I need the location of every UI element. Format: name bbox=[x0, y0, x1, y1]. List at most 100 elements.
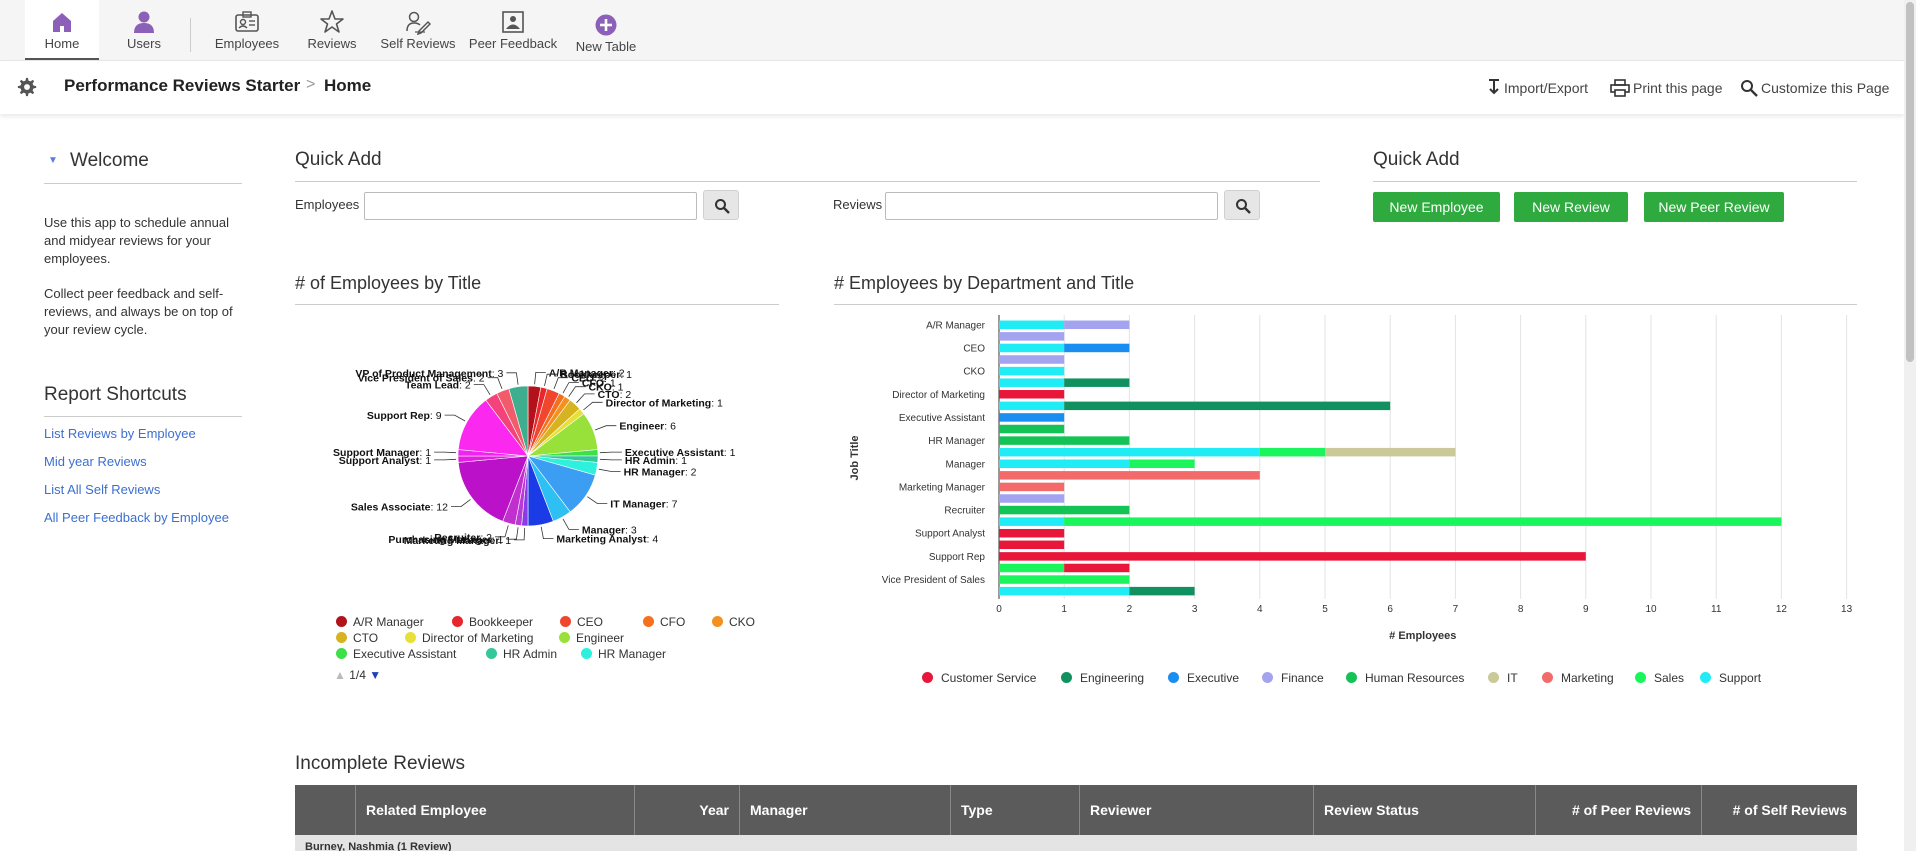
bar-human-resources[interactable] bbox=[999, 505, 1130, 515]
employees-search-button[interactable] bbox=[703, 190, 739, 220]
pie-slice-vp-of-product-management[interactable] bbox=[508, 385, 529, 457]
bar-support[interactable] bbox=[999, 459, 1130, 469]
bar-support[interactable] bbox=[999, 320, 1065, 330]
bar-marketing[interactable] bbox=[999, 471, 1260, 480]
bar-support[interactable] bbox=[999, 366, 1065, 376]
column-header-reviewer[interactable]: Reviewer bbox=[1079, 785, 1313, 835]
pie-legend-item-cfo[interactable]: CFO bbox=[643, 615, 685, 629]
link-list-reviews-by-employee[interactable]: List Reviews by Employee bbox=[44, 426, 196, 441]
employees-search-input[interactable] bbox=[364, 192, 697, 220]
bar-legend-item-human-resources[interactable]: Human Resources bbox=[1346, 671, 1464, 685]
bar-legend-item-it[interactable]: IT bbox=[1488, 671, 1518, 685]
column-header-manager[interactable]: Manager bbox=[739, 785, 950, 835]
nav-employees[interactable]: Employees bbox=[208, 0, 286, 60]
table-group-row[interactable]: Burney, Nashmia (1 Review) bbox=[295, 835, 1857, 851]
pager-down-icon[interactable]: ▼ bbox=[369, 668, 382, 682]
bar-executive[interactable] bbox=[999, 413, 1065, 422]
bar-finance[interactable] bbox=[999, 494, 1065, 503]
y-tick-label: Support Rep bbox=[929, 552, 986, 563]
bar-support[interactable] bbox=[999, 447, 1260, 457]
bar-sales[interactable] bbox=[1064, 517, 1782, 526]
bar-customer-service[interactable] bbox=[1064, 563, 1130, 573]
bar-engineering[interactable] bbox=[1129, 586, 1195, 596]
link-list-self-reviews[interactable]: List All Self Reviews bbox=[44, 482, 161, 497]
bar-support[interactable] bbox=[999, 378, 1065, 387]
app-title[interactable]: Performance Reviews Starter bbox=[64, 76, 301, 95]
bar-legend-item-finance[interactable]: Finance bbox=[1262, 671, 1324, 685]
pie-label-hr-manager: HR Manager: 2 bbox=[624, 466, 697, 478]
pie-legend-item-hr-admin[interactable]: HR Admin bbox=[486, 647, 557, 661]
link-peer-feedback-by-employee[interactable]: All Peer Feedback by Employee bbox=[44, 510, 229, 525]
bar-sales[interactable] bbox=[999, 563, 1065, 573]
scrollbar-thumb[interactable] bbox=[1906, 2, 1914, 362]
gear-icon[interactable] bbox=[16, 76, 38, 98]
legend-pager[interactable]: ▲ 1/4 ▼ bbox=[334, 668, 381, 682]
import-export-button[interactable]: Import/Export bbox=[1487, 79, 1588, 97]
bar-customer-service[interactable] bbox=[999, 528, 1065, 538]
bar-customer-service[interactable] bbox=[999, 390, 1065, 399]
bar-legend-item-sales[interactable]: Sales bbox=[1635, 671, 1684, 685]
pie-legend-item-cto[interactable]: CTO bbox=[336, 631, 378, 645]
pie-legend-item-bookkeeper[interactable]: Bookkeeper bbox=[452, 615, 533, 629]
legend-label: Bookkeeper bbox=[469, 615, 534, 629]
print-button[interactable]: Print this page bbox=[1610, 79, 1723, 97]
reviews-search-button[interactable] bbox=[1224, 190, 1260, 220]
pie-legend-item-executive-assistant[interactable]: Executive Assistant bbox=[336, 647, 456, 661]
bar-customer-service[interactable] bbox=[999, 540, 1065, 550]
x-axis-label: # Employees bbox=[1389, 630, 1456, 642]
nav-self-reviews[interactable]: Self Reviews bbox=[378, 0, 458, 60]
link-mid-year-reviews[interactable]: Mid year Reviews bbox=[44, 454, 147, 469]
pie-slice-sales-associate[interactable] bbox=[457, 455, 529, 522]
column-header-self-reviews[interactable]: # of Self Reviews bbox=[1701, 785, 1857, 835]
bar-finance[interactable] bbox=[999, 355, 1065, 364]
nav-users[interactable]: Users bbox=[108, 0, 180, 60]
column-header-peer-reviews[interactable]: # of Peer Reviews bbox=[1535, 785, 1701, 835]
pie-legend-item-ceo[interactable]: CEO bbox=[560, 615, 603, 629]
pager-up-icon[interactable]: ▲ bbox=[334, 668, 346, 682]
pie-slice-support-rep[interactable] bbox=[457, 399, 529, 457]
bar-engineering[interactable] bbox=[1064, 401, 1391, 411]
column-header-review-status[interactable]: Review Status bbox=[1313, 785, 1535, 835]
bar-human-resources[interactable] bbox=[999, 436, 1130, 445]
nav-new-table[interactable]: New Table bbox=[570, 0, 642, 60]
pie-legend-item-a-r-manager[interactable]: A/R Manager bbox=[336, 615, 424, 629]
bar-support[interactable] bbox=[999, 517, 1065, 526]
nav-separator bbox=[190, 18, 191, 52]
column-header-related-employee[interactable]: Related Employee bbox=[355, 785, 634, 835]
bar-executive[interactable] bbox=[1064, 343, 1130, 353]
bar-marketing[interactable] bbox=[999, 482, 1065, 492]
bar-legend-item-marketing[interactable]: Marketing bbox=[1542, 671, 1614, 685]
column-header-type[interactable]: Type bbox=[950, 785, 1079, 835]
bar-it[interactable] bbox=[1325, 447, 1456, 457]
new-peer-review-button[interactable]: New Peer Review bbox=[1644, 192, 1784, 222]
bar-sales[interactable] bbox=[1259, 447, 1325, 457]
new-review-button[interactable]: New Review bbox=[1514, 192, 1628, 222]
new-employee-button[interactable]: New Employee bbox=[1373, 192, 1500, 222]
bar-legend-item-customer-service[interactable]: Customer Service bbox=[922, 671, 1036, 685]
bar-sales[interactable] bbox=[1129, 459, 1195, 469]
pie-legend-item-engineer[interactable]: Engineer bbox=[559, 631, 624, 645]
bar-engineering[interactable] bbox=[1064, 378, 1130, 387]
bar-finance[interactable] bbox=[1064, 320, 1130, 330]
bar-human-resources[interactable] bbox=[999, 424, 1065, 434]
collapse-caret-icon[interactable]: ▼ bbox=[48, 155, 58, 166]
nav-peer-feedback[interactable]: Peer Feedback bbox=[466, 0, 560, 60]
customize-button[interactable]: Customize this Page bbox=[1740, 79, 1889, 97]
pie-legend-item-cko[interactable]: CKO bbox=[712, 615, 755, 629]
vertical-scrollbar[interactable] bbox=[1904, 0, 1916, 851]
bar-support[interactable] bbox=[999, 586, 1130, 596]
bar-support[interactable] bbox=[999, 343, 1065, 353]
bar-legend-item-executive[interactable]: Executive bbox=[1168, 671, 1239, 685]
bar-support[interactable] bbox=[999, 401, 1065, 411]
bar-customer-service[interactable] bbox=[999, 552, 1586, 561]
bar-legend-item-engineering[interactable]: Engineering bbox=[1061, 671, 1144, 685]
pie-legend-item-hr-manager[interactable]: HR Manager bbox=[581, 647, 666, 661]
reviews-search-input[interactable] bbox=[885, 192, 1218, 220]
bar-legend-item-support[interactable]: Support bbox=[1700, 671, 1761, 685]
bar-sales[interactable] bbox=[999, 575, 1130, 584]
nav-home[interactable]: Home bbox=[25, 0, 99, 60]
pie-legend-item-director-of-marketing[interactable]: Director of Marketing bbox=[405, 631, 533, 645]
bar-finance[interactable] bbox=[999, 332, 1065, 341]
nav-reviews[interactable]: Reviews bbox=[300, 0, 364, 60]
column-header-year[interactable]: Year bbox=[634, 785, 739, 835]
